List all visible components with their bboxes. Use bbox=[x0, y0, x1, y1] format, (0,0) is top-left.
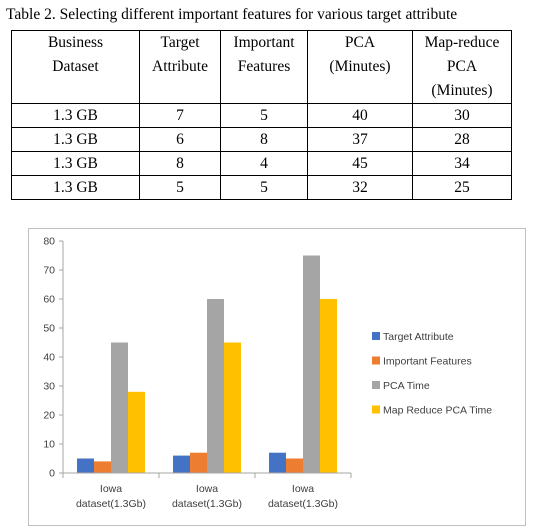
bar-target-attribute bbox=[77, 458, 94, 473]
y-axis: 0 10 20 30 40 50 60 70 80 bbox=[43, 236, 64, 480]
header-target-attribute: Target Attribute bbox=[139, 30, 221, 104]
x-tick-label: Iowa bbox=[292, 483, 314, 495]
header-important-features: Important Features bbox=[220, 30, 308, 104]
table-cell: 30 bbox=[412, 103, 512, 128]
y-tick-label: 10 bbox=[43, 439, 55, 451]
x-tick-label: dataset(1.3Gb) bbox=[172, 498, 242, 510]
header-pca-minutes: PCA (Minutes) bbox=[307, 30, 413, 104]
header-line: (Minutes) bbox=[431, 82, 493, 99]
table-cell: 28 bbox=[412, 127, 512, 152]
table-row: 1.3 GB 7 5 40 30 bbox=[11, 103, 512, 128]
table-header-row: Business Dataset Target Attribute Import… bbox=[11, 30, 512, 104]
table-cell: 8 bbox=[220, 127, 308, 152]
table-row: 1.3 GB 8 4 45 34 bbox=[11, 151, 512, 176]
header-map-reduce-pca-minutes: Map-reduce PCA (Minutes) bbox=[412, 30, 512, 104]
table-cell: 5 bbox=[220, 103, 308, 128]
bar-pca-time bbox=[303, 255, 320, 473]
legend-swatch bbox=[372, 381, 380, 389]
header-line: Business bbox=[47, 34, 104, 51]
bar-important-features bbox=[286, 458, 303, 473]
y-tick-label: 80 bbox=[43, 236, 55, 248]
header-line: PCA bbox=[446, 58, 478, 75]
legend-swatch bbox=[372, 405, 380, 414]
table-cell: 40 bbox=[307, 103, 413, 128]
table-caption: Table 2. Selecting different important f… bbox=[6, 6, 458, 23]
legend-swatch bbox=[372, 356, 380, 365]
table-cell: 45 bbox=[307, 151, 413, 176]
bar-map-reduce-pca-time bbox=[224, 342, 241, 473]
bar-target-attribute bbox=[173, 455, 190, 473]
x-axis: Iowa dataset(1.3Gb) Iowa dataset(1.3Gb) Iowa… bbox=[62, 472, 352, 510]
table-cell: 4 bbox=[220, 151, 308, 176]
bar-map-reduce-pca-time bbox=[128, 391, 145, 473]
results-table: Business Dataset Target Attribute Import… bbox=[11, 30, 512, 200]
table-cell: 34 bbox=[412, 151, 512, 176]
y-tick-label: 0 bbox=[49, 468, 55, 480]
y-tick-label: 70 bbox=[43, 265, 55, 277]
x-tick-label: Iowa bbox=[196, 483, 218, 495]
y-tick-label: 30 bbox=[43, 381, 55, 393]
table-cell: 37 bbox=[307, 127, 413, 152]
header-line: Target bbox=[160, 34, 200, 51]
table-cell: 7 bbox=[139, 103, 221, 128]
bar-target-attribute bbox=[269, 452, 286, 473]
x-tick-label: dataset(1.3Gb) bbox=[76, 498, 146, 510]
x-tick-label: Iowa bbox=[100, 483, 122, 495]
bar-map-reduce-pca-time bbox=[320, 299, 337, 473]
table-row: 1.3 GB 6 8 37 28 bbox=[11, 127, 512, 152]
y-tick-label: 60 bbox=[43, 294, 55, 306]
legend-label: PCA Time bbox=[383, 380, 430, 392]
table-cell: 1.3 GB bbox=[11, 151, 140, 176]
bar-important-features bbox=[94, 461, 111, 473]
header-line: Map-reduce bbox=[424, 34, 500, 51]
table-cell: 1.3 GB bbox=[11, 103, 140, 128]
table-cell: 8 bbox=[139, 151, 221, 176]
legend-label: Target Attribute bbox=[383, 331, 454, 343]
bar-important-features bbox=[190, 452, 207, 473]
legend-label: Important Features bbox=[383, 356, 472, 368]
table-cell: 32 bbox=[307, 175, 413, 200]
legend-swatch bbox=[372, 332, 380, 340]
table-cell: 1.3 GB bbox=[11, 127, 140, 152]
header-line: PCA bbox=[344, 34, 376, 51]
legend: Target Attribute Important Features PCA Ti… bbox=[372, 331, 492, 417]
table-cell: 5 bbox=[139, 175, 221, 200]
table-row: 1.3 GB 5 5 32 25 bbox=[11, 175, 512, 200]
header-line: Features bbox=[237, 58, 291, 75]
table-cell: 6 bbox=[139, 127, 221, 152]
table-cell: 25 bbox=[412, 175, 512, 200]
header-business-dataset: Business Dataset bbox=[11, 30, 140, 104]
x-tick-label: dataset(1.3Gb) bbox=[268, 498, 338, 510]
header-line: Attribute bbox=[152, 58, 208, 75]
header-line: Important bbox=[233, 34, 295, 51]
header-line: Dataset bbox=[52, 58, 99, 75]
bars bbox=[77, 255, 337, 473]
y-tick-label: 40 bbox=[43, 352, 55, 364]
legend-label: Map Reduce PCA Time bbox=[383, 405, 492, 417]
y-tick-label: 20 bbox=[43, 410, 55, 422]
table-cell: 5 bbox=[220, 175, 308, 200]
y-tick-label: 50 bbox=[43, 323, 55, 335]
table-cell: 1.3 GB bbox=[11, 175, 140, 200]
bar-pca-time bbox=[207, 299, 224, 473]
chart-frame: 0 10 20 30 40 50 60 70 80 Iowa dataset(1.3Gb) Iowa… bbox=[28, 228, 526, 526]
header-line: (Minutes) bbox=[329, 58, 391, 75]
bar-pca-time bbox=[111, 342, 128, 473]
